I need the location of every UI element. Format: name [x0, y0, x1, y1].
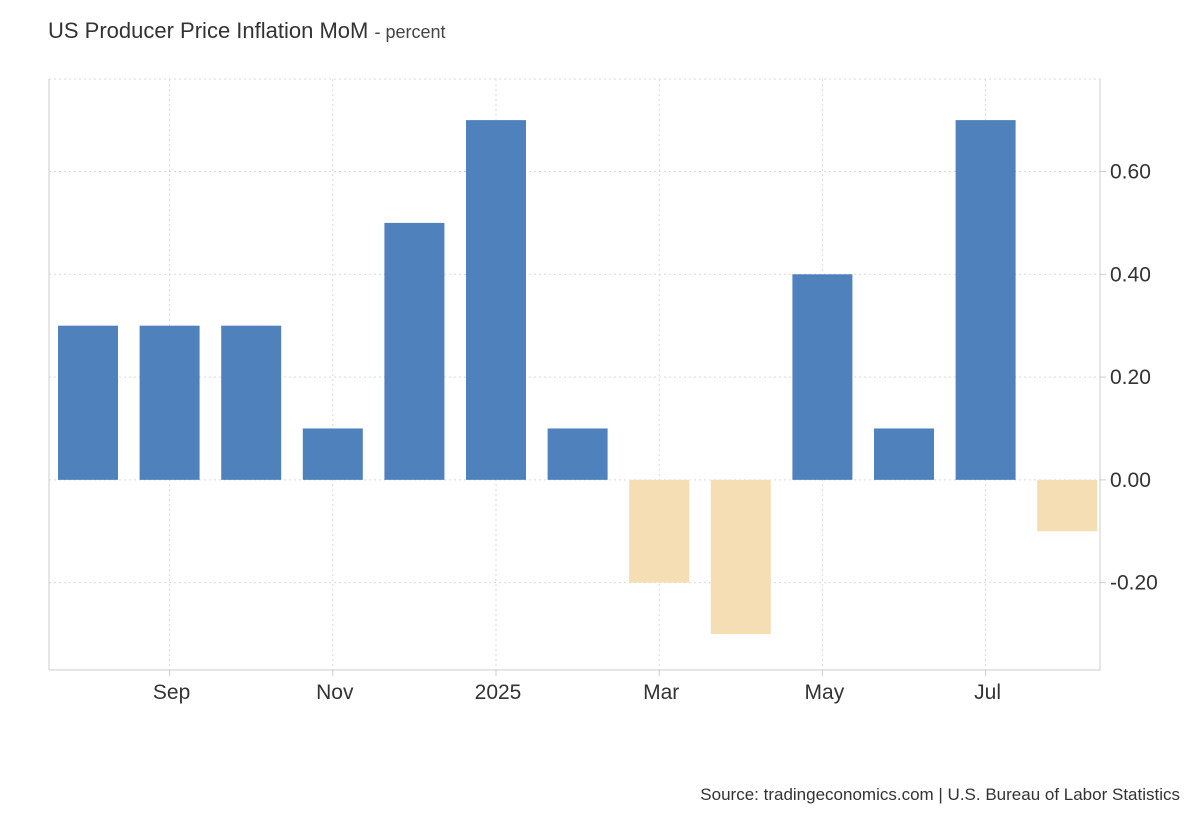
bar-2024-08 — [58, 325, 118, 480]
y-tick-label: 0.20 — [1110, 366, 1151, 389]
bar-2024-10 — [221, 325, 282, 480]
source-note: Source: tradingeconomics.com | U.S. Bure… — [700, 785, 1180, 804]
bar-2025-03 — [629, 479, 690, 583]
grid-layer — [49, 78, 1100, 670]
chart-title: US Producer Price Inflation MoM — [48, 18, 369, 43]
x-tick-label: Sep — [153, 681, 190, 704]
y-tick-label: 0.40 — [1110, 263, 1151, 286]
chart-subtitle: - percent — [374, 22, 446, 42]
bar-2025-06 — [874, 428, 934, 480]
y-tick-label: 0.00 — [1110, 469, 1151, 492]
bar-2024-12 — [384, 222, 445, 480]
bar-2025-07 — [955, 120, 1016, 480]
x-tick-label: 2025 — [475, 681, 522, 704]
bar-2025-05 — [792, 274, 853, 480]
axis-layer — [48, 79, 1106, 676]
bar-2025-08 — [1037, 479, 1098, 532]
chart-title-block: US Producer Price Inflation MoM - percen… — [48, 18, 446, 44]
y-tick-label: -0.20 — [1110, 572, 1158, 595]
x-tick-label: Mar — [643, 681, 679, 704]
label-layer: 0.60 0.40 0.20 0.00 -0.20 Sep Nov 2025 Mar May Jul — [153, 161, 1158, 704]
x-tick-label: May — [805, 681, 845, 704]
bar-2025-02 — [547, 428, 608, 480]
bar-2024-09 — [139, 325, 200, 480]
bar-layer — [58, 120, 1098, 635]
x-tick-label: Nov — [316, 681, 354, 704]
bar-2025-01 — [466, 120, 526, 480]
y-tick-label: 0.60 — [1110, 161, 1151, 184]
x-tick-label: Jul — [974, 681, 1001, 704]
bar-2024-11 — [302, 428, 363, 480]
bar-2025-04 — [710, 479, 771, 635]
